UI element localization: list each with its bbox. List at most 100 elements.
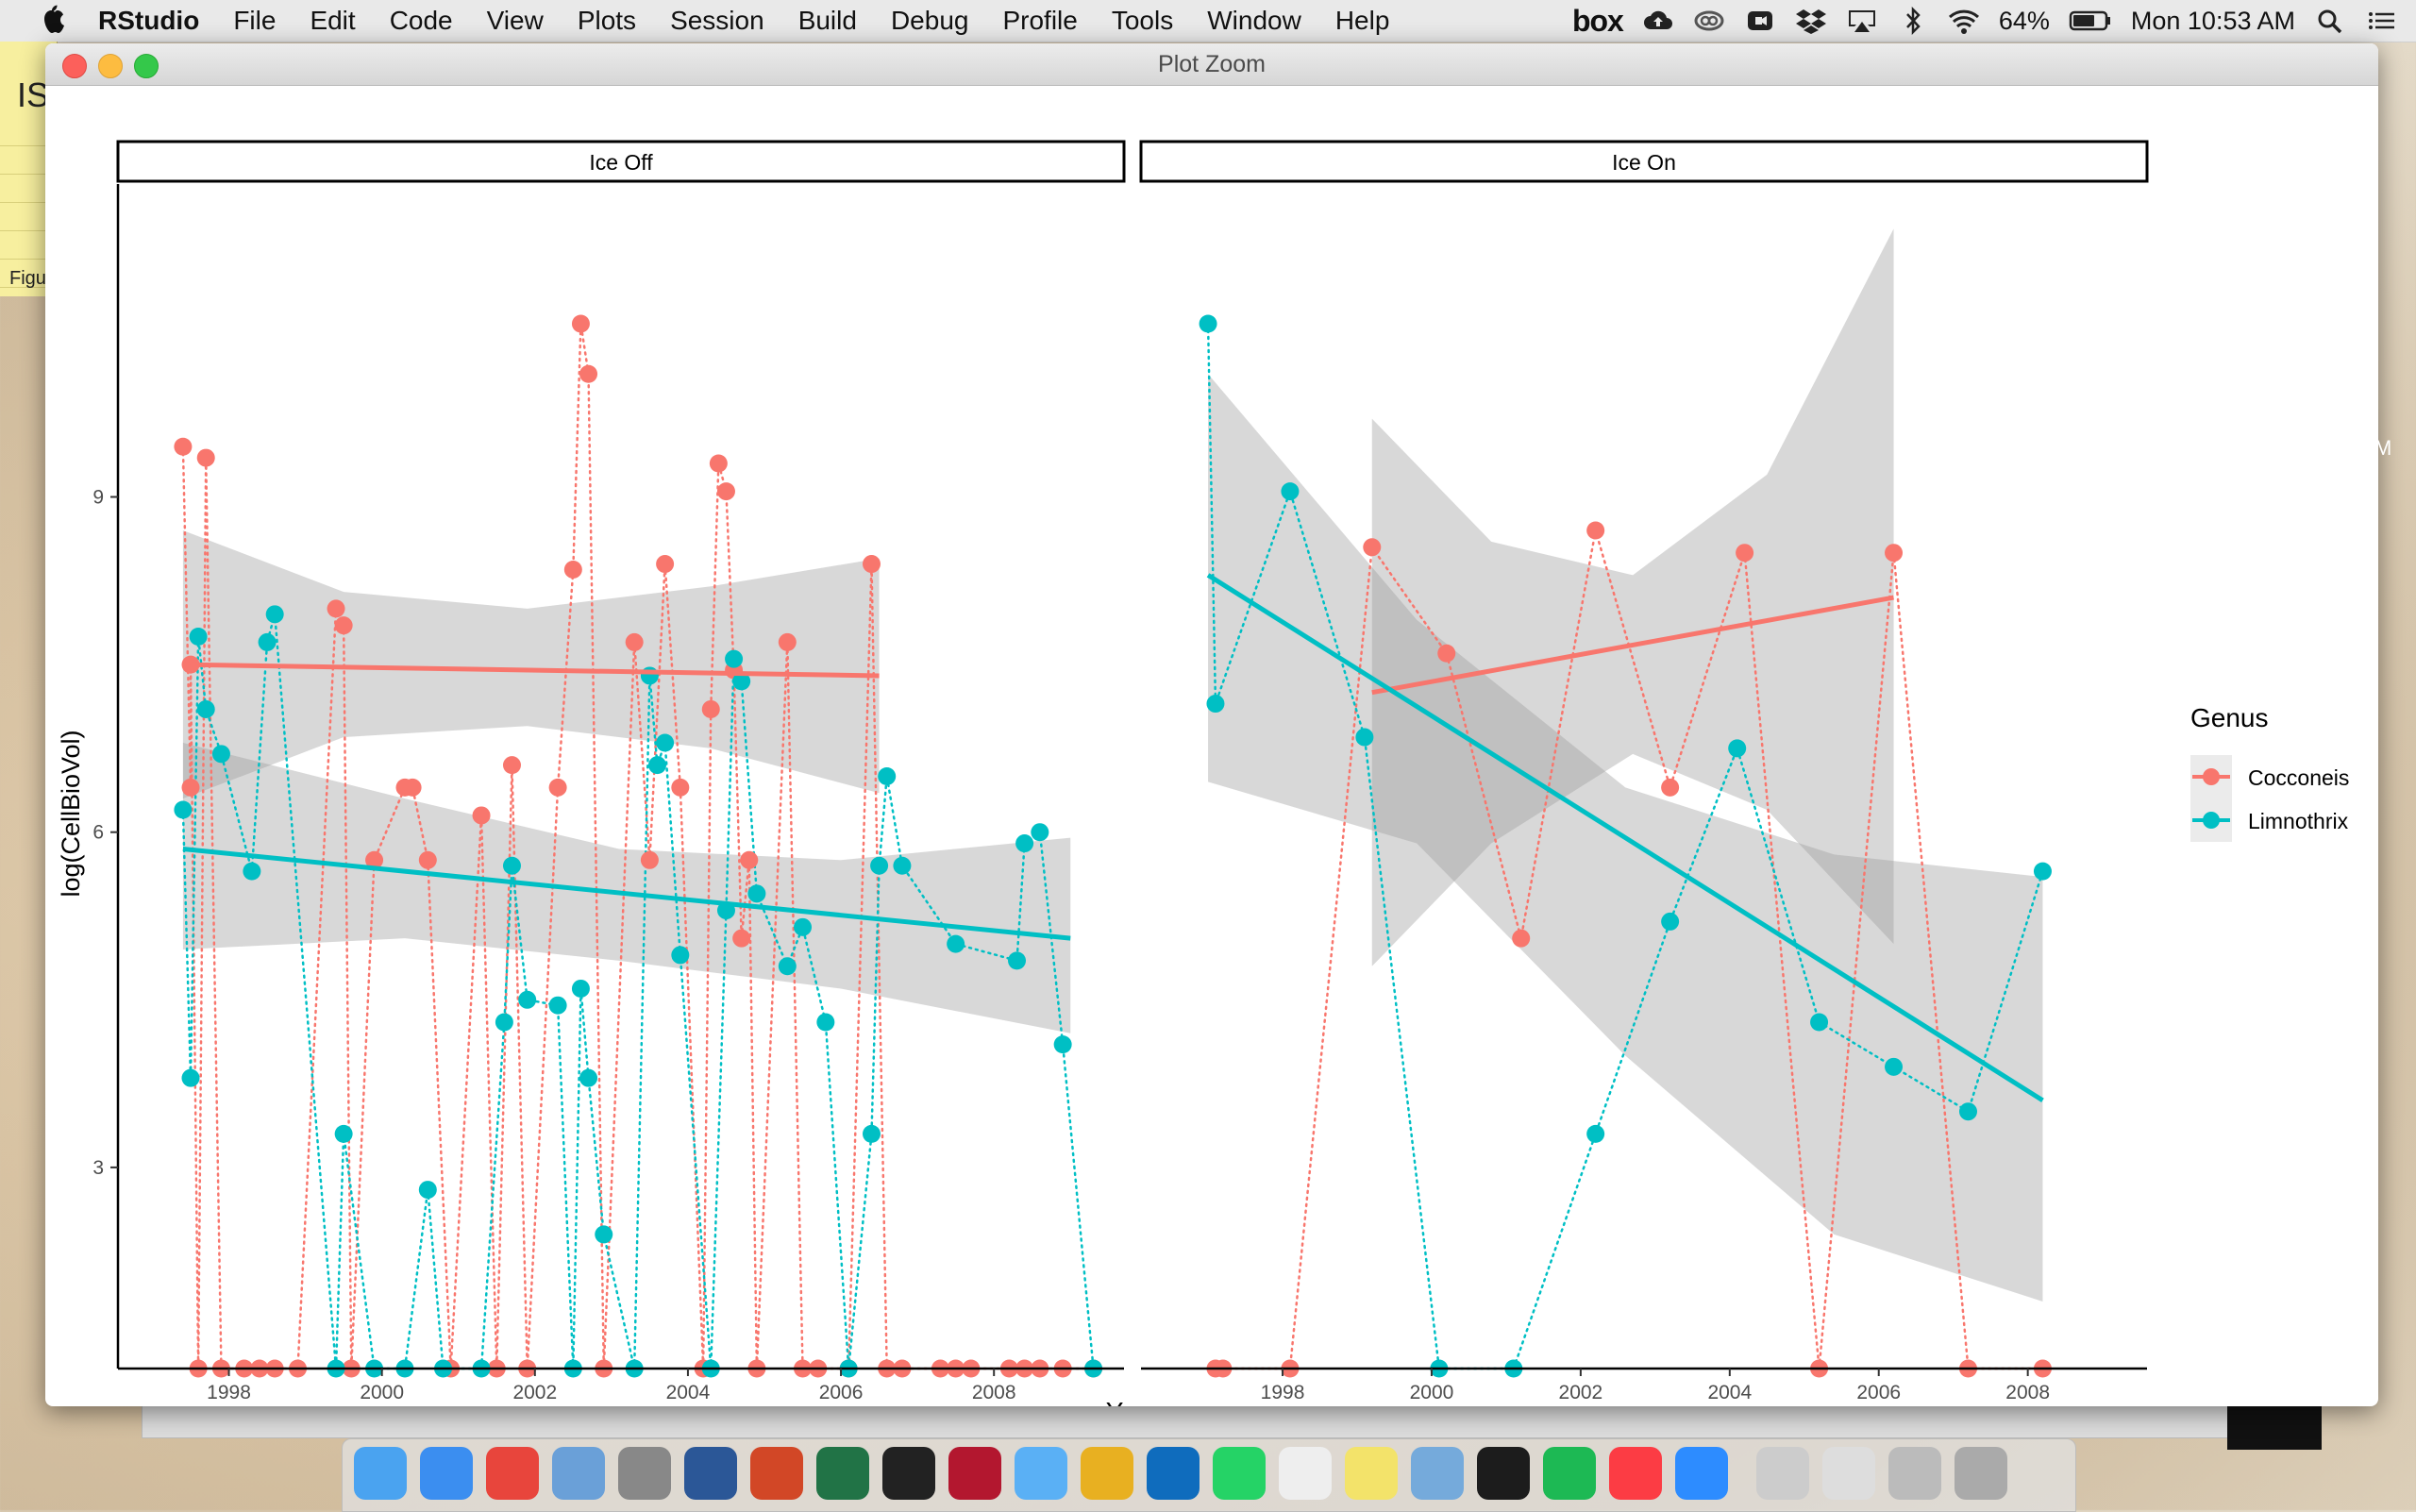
itunes-icon[interactable] bbox=[1609, 1447, 1662, 1500]
data-point-cocconeis bbox=[1885, 544, 1904, 563]
data-point-cocconeis bbox=[327, 599, 345, 618]
slack-icon[interactable] bbox=[1081, 1447, 1133, 1500]
menu-plots[interactable]: Plots bbox=[577, 6, 637, 35]
word-icon[interactable] bbox=[684, 1447, 737, 1500]
outlook-icon[interactable] bbox=[1147, 1447, 1200, 1500]
safari-icon[interactable] bbox=[420, 1447, 473, 1500]
background-window-edge bbox=[142, 1404, 2286, 1438]
data-point-limnothrix bbox=[1199, 314, 1217, 333]
excel-icon[interactable] bbox=[816, 1447, 869, 1500]
menu-code[interactable]: Code bbox=[389, 6, 453, 35]
data-point-limnothrix bbox=[725, 649, 744, 668]
mail-icon[interactable] bbox=[552, 1447, 605, 1500]
menu-help[interactable]: Help bbox=[1334, 6, 1390, 35]
legend: Genus Cocconeis Limnothrix bbox=[2190, 703, 2349, 842]
x-tick-label: 2006 bbox=[819, 1382, 864, 1403]
data-point-cocconeis bbox=[740, 850, 759, 869]
data-point-cocconeis bbox=[365, 850, 384, 869]
menu-tools[interactable]: Tools bbox=[1111, 6, 1174, 35]
trend-line-cocconeis bbox=[1371, 595, 1894, 696]
documents-icon[interactable] bbox=[1822, 1447, 1875, 1500]
data-point-limnothrix bbox=[794, 917, 813, 936]
data-point-cocconeis bbox=[418, 850, 437, 869]
zoom-button[interactable] bbox=[134, 54, 159, 78]
wifi-icon[interactable] bbox=[1948, 7, 1980, 35]
powerpoint-icon[interactable] bbox=[750, 1447, 803, 1500]
whatsapp-icon[interactable] bbox=[1213, 1447, 1266, 1500]
airplay-icon[interactable] bbox=[1846, 7, 1878, 35]
background-text-fragment: M bbox=[2374, 436, 2392, 460]
battery-icon[interactable] bbox=[2069, 7, 2112, 35]
series-line-cocconeis bbox=[181, 323, 1095, 1370]
axes: 1998 2000 2002 2004 2006 2008 1998 2000 2002 2004… bbox=[92, 184, 2147, 1403]
data-point-limnothrix bbox=[1206, 695, 1225, 714]
data-point-limnothrix bbox=[1810, 1013, 1829, 1032]
data-point-cocconeis bbox=[502, 756, 521, 775]
quicktime-icon[interactable] bbox=[1477, 1447, 1530, 1500]
data-point-cocconeis bbox=[571, 314, 590, 333]
data-point-cocconeis bbox=[1512, 929, 1531, 948]
data-point-limnothrix bbox=[1728, 739, 1747, 758]
creative-cloud-icon[interactable] bbox=[1693, 7, 1725, 35]
trash-icon[interactable] bbox=[1955, 1447, 2007, 1500]
spotify-icon[interactable] bbox=[1543, 1447, 1596, 1500]
dropbox-icon[interactable] bbox=[1795, 7, 1827, 35]
data-point-cocconeis bbox=[778, 632, 797, 651]
bluetooth-icon[interactable] bbox=[1897, 7, 1929, 35]
rstudio-icon[interactable] bbox=[1411, 1447, 1464, 1500]
window-title: Plot Zoom bbox=[1158, 51, 1266, 77]
legend-label-limnothrix: Limnothrix bbox=[2248, 809, 2349, 833]
data-point-limnothrix bbox=[258, 632, 277, 651]
menu-session[interactable]: Session bbox=[670, 6, 764, 35]
title-bar[interactable]: Plot Zoom bbox=[45, 43, 2378, 86]
spotlight-search-icon[interactable] bbox=[2314, 7, 2346, 35]
cloud-upload-icon[interactable] bbox=[1642, 7, 1674, 35]
stickies-icon[interactable] bbox=[1345, 1447, 1398, 1500]
battery-percent[interactable]: 64% bbox=[1998, 6, 2050, 35]
menu-build[interactable]: Build bbox=[797, 6, 857, 35]
data-point-cocconeis bbox=[732, 929, 751, 948]
video-camera-icon[interactable] bbox=[1744, 7, 1776, 35]
data-point-limnothrix bbox=[418, 1181, 437, 1200]
preview-icon[interactable] bbox=[1756, 1447, 1809, 1500]
clock[interactable]: Mon 10:53 AM bbox=[2130, 6, 2295, 35]
data-point-limnothrix bbox=[2033, 862, 2052, 881]
menu-window[interactable]: Window bbox=[1207, 6, 1301, 35]
confidence-ribbon-cocconeis bbox=[1371, 228, 1894, 966]
box-icon[interactable]: box bbox=[1571, 3, 1624, 38]
menu-edit[interactable]: Edit bbox=[310, 6, 356, 35]
data-point-limnothrix bbox=[595, 1225, 613, 1244]
zoom-icon[interactable] bbox=[1675, 1447, 1728, 1500]
textedit-icon[interactable] bbox=[1279, 1447, 1332, 1500]
data-point-limnothrix bbox=[495, 1013, 513, 1032]
data-point-cocconeis bbox=[862, 555, 881, 574]
chrome-icon[interactable] bbox=[486, 1447, 539, 1500]
notification-center-icon[interactable] bbox=[2365, 7, 2397, 35]
finder-icon[interactable] bbox=[354, 1447, 407, 1500]
data-point-limnothrix bbox=[1885, 1057, 1904, 1076]
data-point-limnothrix bbox=[648, 756, 667, 775]
data-point-limnothrix bbox=[334, 1124, 353, 1143]
menu-bar: RStudio File Edit Code View Plots Sessio… bbox=[0, 0, 2416, 42]
data-point-limnothrix bbox=[893, 856, 912, 875]
messages-icon[interactable] bbox=[1015, 1447, 1067, 1500]
app-menu[interactable]: RStudio bbox=[98, 6, 200, 35]
trend-line-limnothrix bbox=[1206, 573, 2044, 1102]
menu-profile[interactable]: Profile bbox=[1002, 6, 1078, 35]
terminal-icon[interactable] bbox=[882, 1447, 935, 1500]
background-window-text: IS bbox=[17, 76, 50, 114]
menu-file[interactable]: File bbox=[233, 6, 277, 35]
legend-label-cocconeis: Cocconeis bbox=[2248, 765, 2349, 790]
data-point-limnothrix bbox=[778, 957, 797, 976]
strip-ice-on: Ice On bbox=[1139, 140, 2149, 183]
close-button[interactable] bbox=[62, 54, 87, 78]
data-point-limnothrix bbox=[1031, 823, 1049, 842]
menu-debug[interactable]: Debug bbox=[890, 6, 969, 35]
downloads-icon[interactable] bbox=[1888, 1447, 1941, 1500]
data-point-cocconeis bbox=[1661, 778, 1680, 797]
menu-view[interactable]: View bbox=[486, 6, 544, 35]
minimize-button[interactable] bbox=[98, 54, 123, 78]
apple-icon[interactable] bbox=[38, 5, 66, 37]
mendeley-icon[interactable] bbox=[948, 1447, 1001, 1500]
system-preferences-icon[interactable] bbox=[618, 1447, 671, 1500]
